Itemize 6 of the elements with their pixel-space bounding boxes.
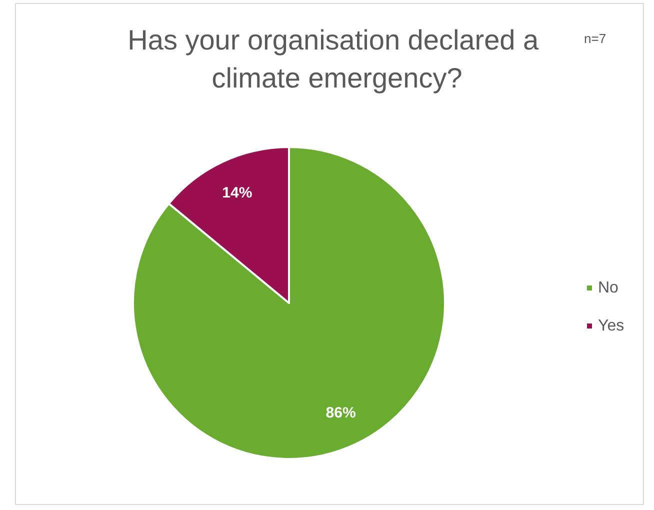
data-label: 86%	[326, 404, 356, 422]
legend-label: Yes	[598, 318, 624, 334]
data-label: 14%	[222, 184, 252, 202]
chart-title: Has your organisation declared a climate emergency?	[128, 24, 546, 94]
text: n=7	[584, 31, 606, 46]
legend-label: No	[598, 280, 619, 296]
